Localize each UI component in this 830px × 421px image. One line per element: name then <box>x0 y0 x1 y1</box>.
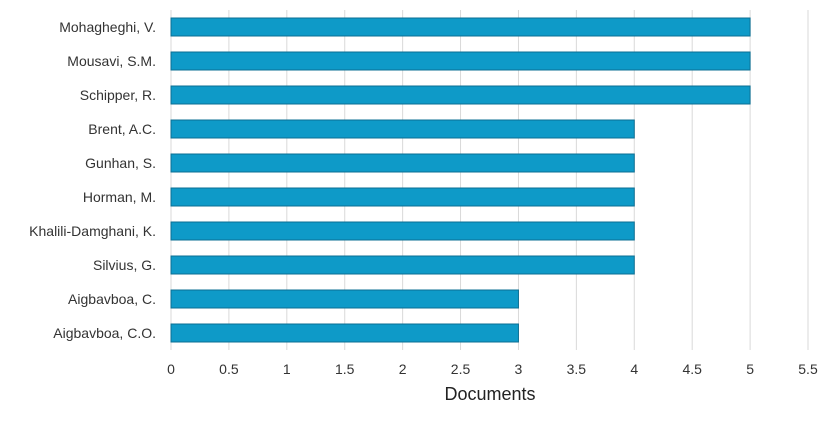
x-tick-label: 5.5 <box>798 361 818 377</box>
category-labels: Mohagheghi, V. Mousavi, S.M. Schipper, R. B… <box>29 19 156 341</box>
x-tick-label: 2.5 <box>451 361 471 377</box>
bar[interactable] <box>170 221 635 241</box>
bar[interactable] <box>170 85 751 105</box>
bar[interactable] <box>170 323 519 343</box>
x-tick-label: 4.5 <box>682 361 702 377</box>
category-label: Mohagheghi, V. <box>59 19 156 35</box>
bar[interactable] <box>170 51 751 71</box>
x-tick-label: 1 <box>283 361 291 377</box>
category-label: Gunhan, S. <box>85 155 156 171</box>
category-label: Schipper, R. <box>80 87 156 103</box>
category-label: Horman, M. <box>83 189 156 205</box>
category-label: Aigbavboa, C.O. <box>53 325 156 341</box>
x-tick-label: 1.5 <box>335 361 355 377</box>
bar[interactable] <box>170 255 635 275</box>
bar[interactable] <box>170 289 519 309</box>
x-tick-label: 5 <box>746 361 754 377</box>
bar[interactable] <box>170 119 635 139</box>
category-label: Brent, A.C. <box>88 121 156 137</box>
category-label: Silvius, G. <box>93 257 156 273</box>
bar[interactable] <box>170 153 635 173</box>
x-tick-label: 0 <box>167 361 175 377</box>
x-tick-label: 2 <box>399 361 407 377</box>
x-tick-label: 3 <box>515 361 523 377</box>
x-tick-label: 0.5 <box>219 361 239 377</box>
x-axis-title: Documents <box>444 384 535 404</box>
x-tick-labels: 0 0.5 1 1.5 2 2.5 3 3.5 4 4.5 5 5.5 <box>167 361 818 377</box>
category-label: Khalili-Damghani, K. <box>29 223 156 239</box>
category-label: Aigbavboa, C. <box>68 291 156 307</box>
x-tick-label: 4 <box>630 361 638 377</box>
category-label: Mousavi, S.M. <box>67 53 156 69</box>
bars <box>170 17 751 343</box>
bar[interactable] <box>170 17 751 37</box>
bar[interactable] <box>170 187 635 207</box>
x-tick-label: 3.5 <box>567 361 587 377</box>
